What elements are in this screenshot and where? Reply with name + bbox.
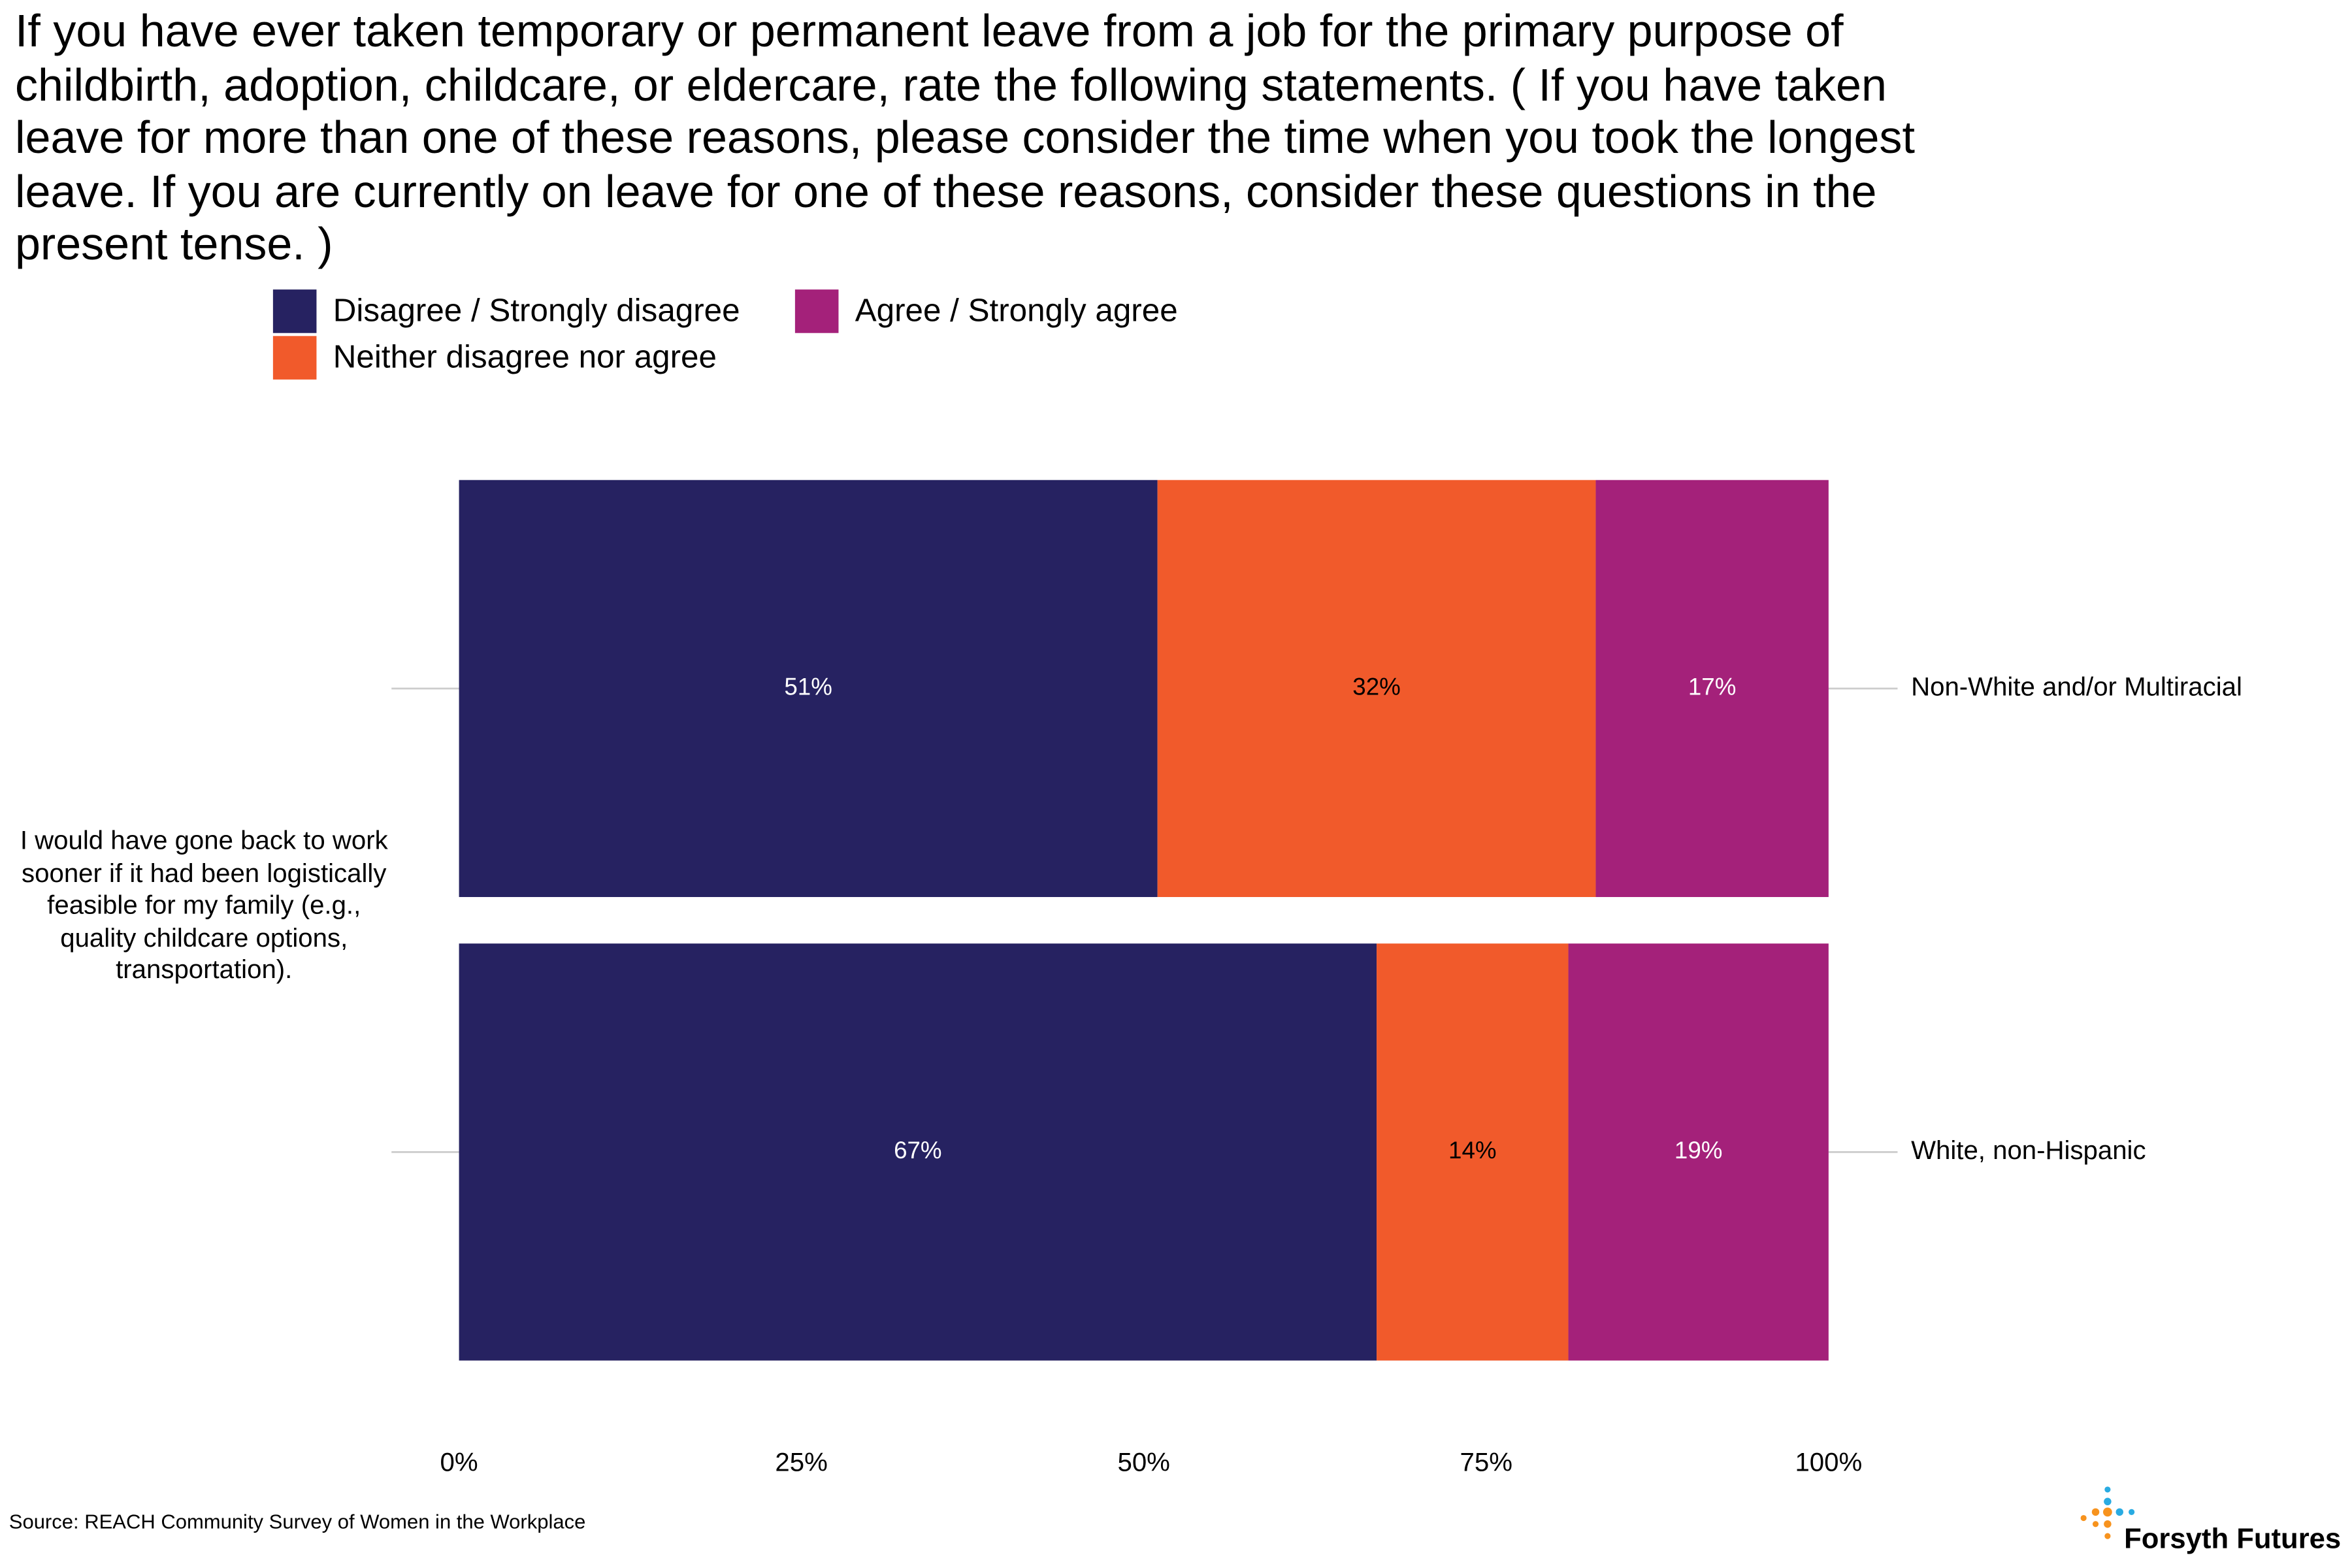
logo-text: Forsyth Futures bbox=[2124, 1524, 2342, 1556]
legend-label: Agree / Strongly agree bbox=[855, 292, 1178, 329]
value-label: 51% bbox=[784, 674, 832, 700]
legend-item: Neither disagree nor agree bbox=[272, 336, 717, 380]
bar-segment bbox=[459, 480, 1158, 898]
group-label: I would have gone back to work sooner if… bbox=[20, 825, 388, 985]
legend-swatch bbox=[794, 289, 839, 333]
legend-swatch bbox=[272, 289, 317, 333]
bar-segment bbox=[1377, 943, 1569, 1361]
value-label: 32% bbox=[1352, 674, 1401, 700]
category-label: White, non-Hispanic bbox=[1911, 1135, 2146, 1165]
chart-title: If you have ever taken temporary or perm… bbox=[14, 6, 1915, 270]
value-label: 19% bbox=[1674, 1137, 1723, 1164]
bar-segment bbox=[1157, 480, 1596, 898]
legend-label: Disagree / Strongly disagree bbox=[333, 292, 740, 329]
legend-item: Agree / Strongly agree bbox=[794, 289, 1178, 333]
logo-icon bbox=[2080, 1486, 2135, 1539]
category-label: Non-White and/or Multiracial bbox=[1911, 672, 2242, 701]
bar-segment bbox=[1568, 943, 1829, 1361]
value-label: 17% bbox=[1688, 674, 1737, 700]
bar-segment bbox=[459, 943, 1377, 1361]
value-label: 67% bbox=[894, 1137, 942, 1164]
source: Source: REACH Community Survey of Women … bbox=[8, 1511, 586, 1533]
x-tick-label: 100% bbox=[1795, 1448, 1862, 1477]
legend-swatch bbox=[272, 336, 317, 380]
x-tick-label: 25% bbox=[775, 1448, 827, 1477]
legend-label: Neither disagree nor agree bbox=[333, 338, 717, 375]
x-tick-label: 50% bbox=[1117, 1448, 1169, 1477]
bar-segment bbox=[1595, 480, 1829, 898]
value-label: 14% bbox=[1448, 1137, 1497, 1164]
x-tick-label: 75% bbox=[1460, 1448, 1512, 1477]
x-tick-label: 0% bbox=[440, 1448, 478, 1477]
legend-item: Disagree / Strongly disagree bbox=[272, 289, 740, 333]
